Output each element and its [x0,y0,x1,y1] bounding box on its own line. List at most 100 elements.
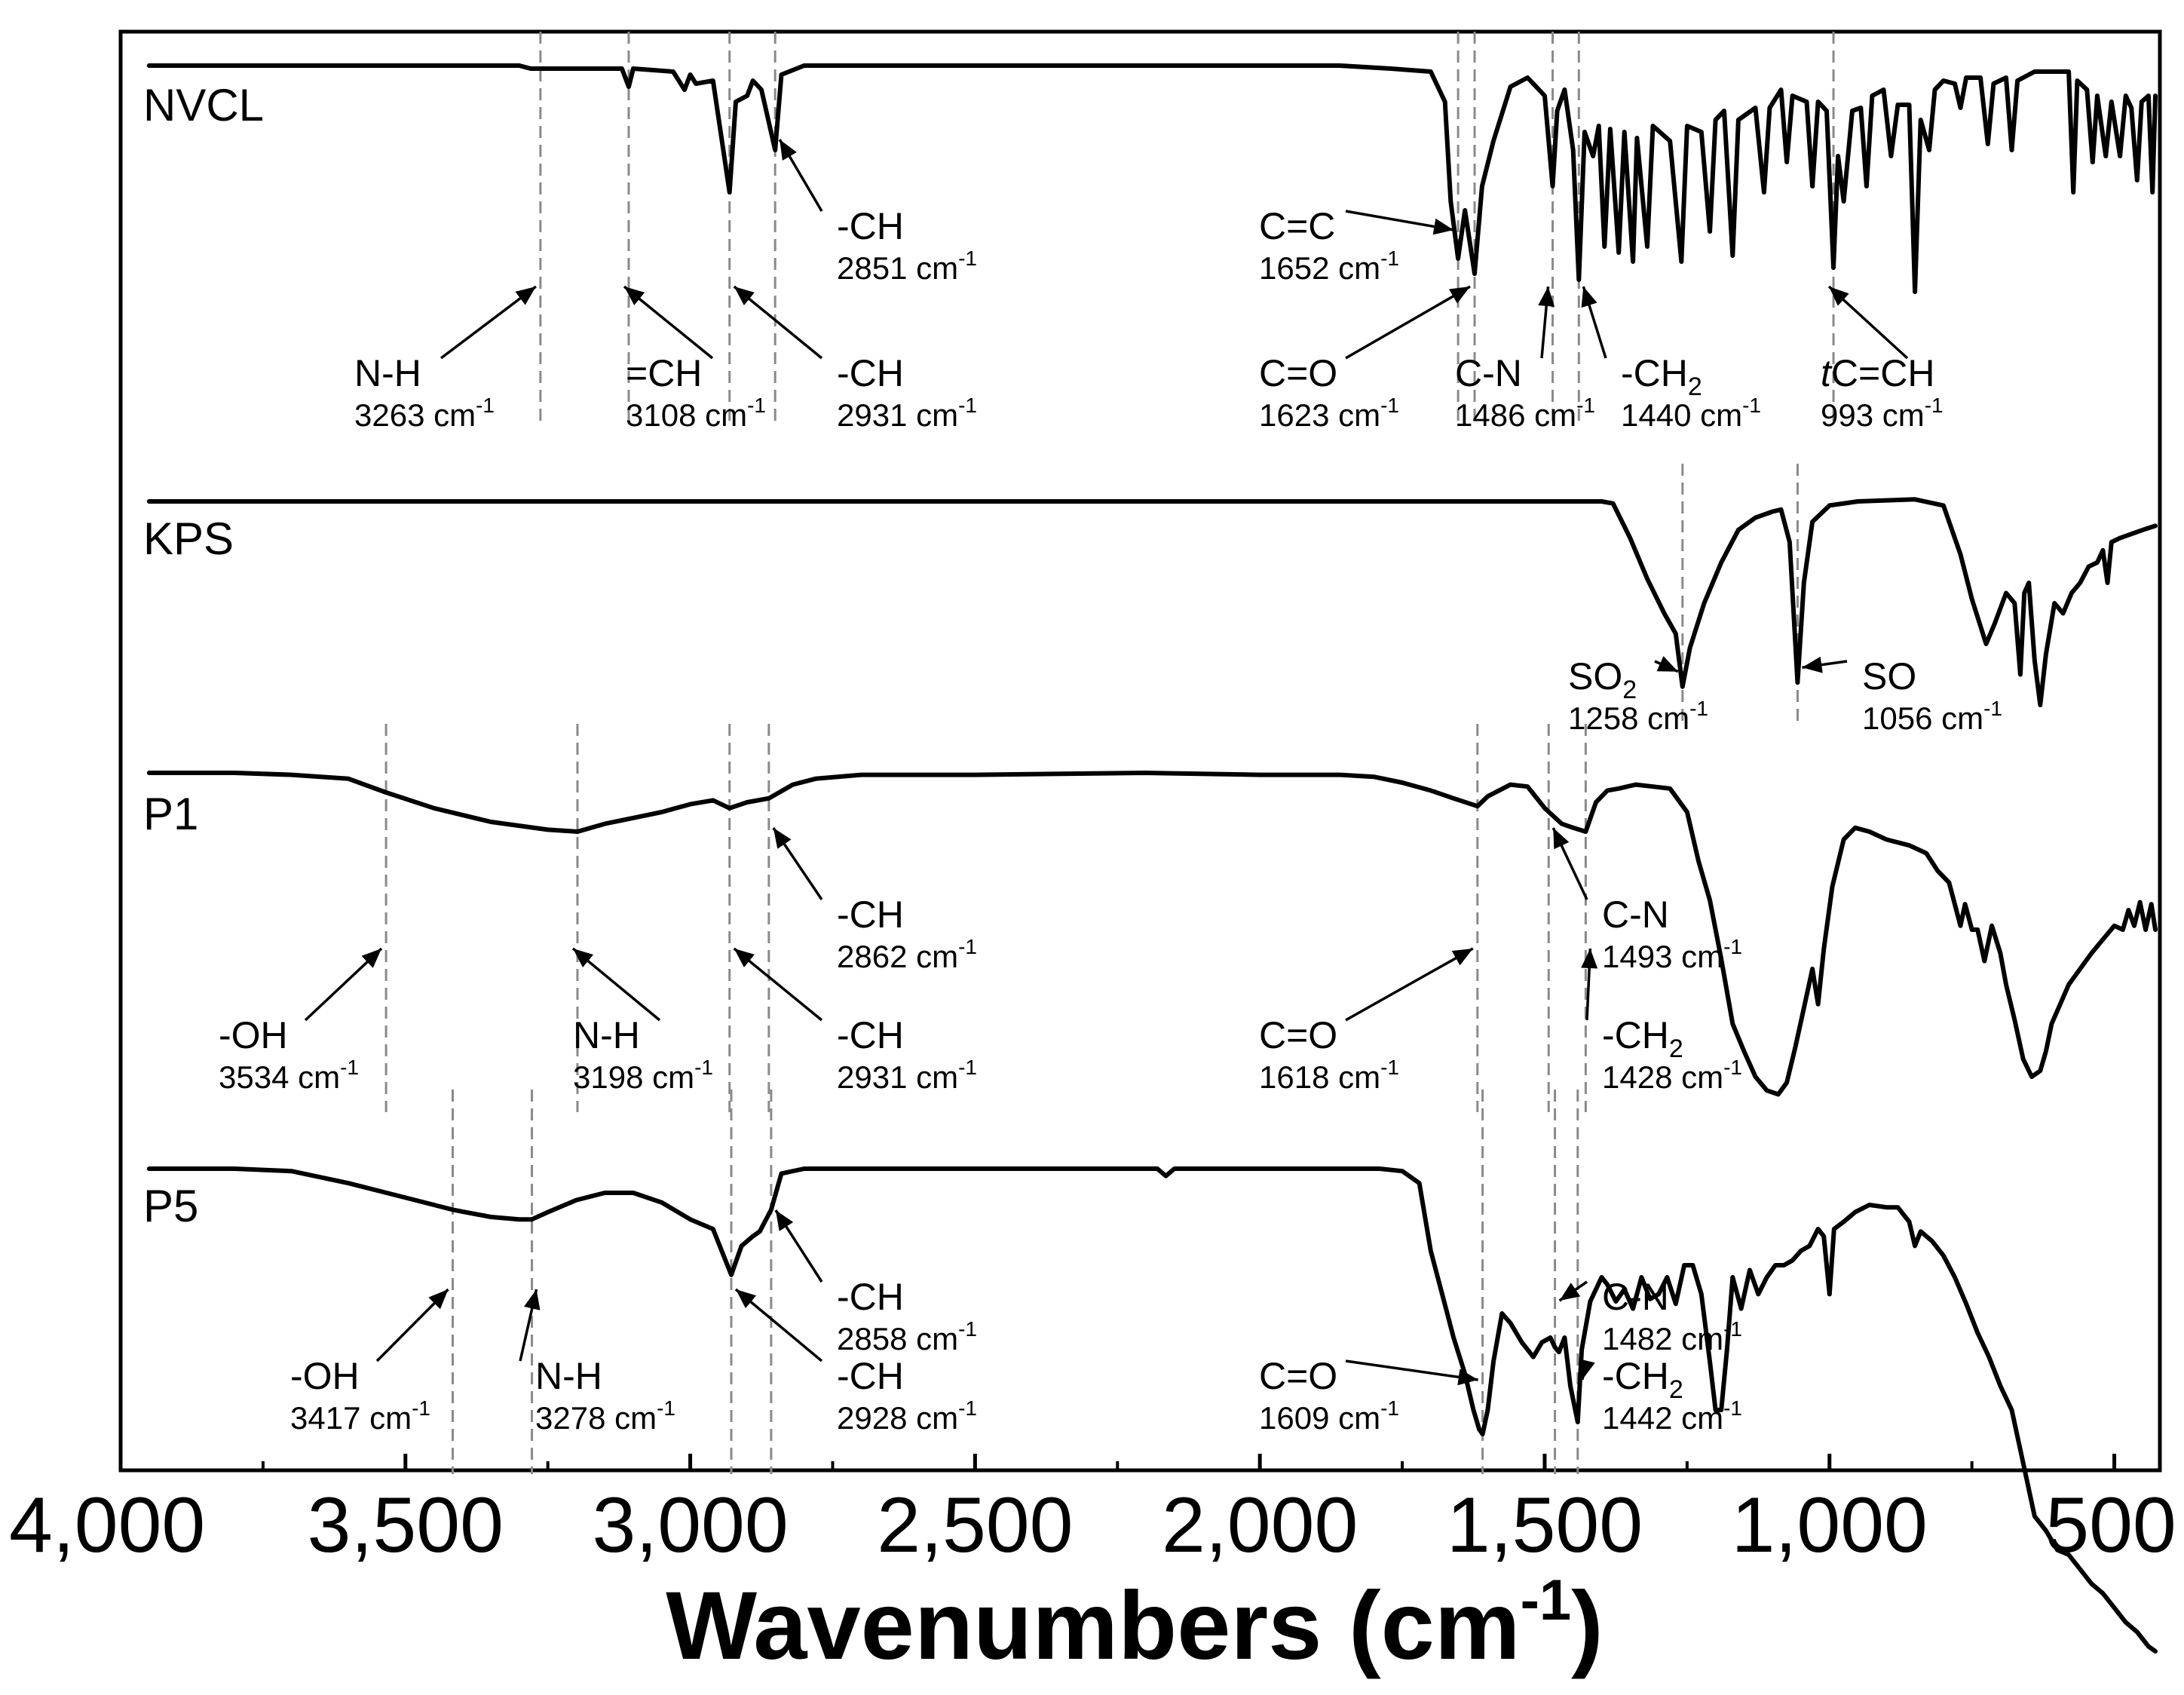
annot-nvcl-3263-arrow-head [515,287,536,305]
annot-nvcl-1623-arrow-head [1449,287,1471,304]
annot-p5-3278-label: N-H [535,1355,602,1397]
annot-nvcl-3263-value-main: 3263 cm [354,397,476,433]
x-tick-label-1000: 1,000 [1732,1482,1928,1569]
annot-nvcl-1440-value-exponent: -1 [1742,394,1761,417]
annot-nvcl-1623-label: C=O [1259,352,1337,394]
annot-p1-3198-arrow-head [572,949,594,968]
x-tick-label-3000: 3,000 [592,1482,788,1569]
annot-nvcl-1440-label-sub: 2 [1688,372,1702,401]
annot-nvcl-1486-label: C-N [1455,352,1522,394]
annot-p5-3417-value-main: 3417 cm [290,1400,412,1436]
annot-p1-3534-label-main: -OH [219,1014,288,1056]
annot-nvcl-1440-arrow-head [1581,287,1597,308]
annot-p5-1442-value-main: 1442 cm [1602,1400,1723,1436]
series-p1-label: P1 [143,789,198,839]
annot-nvcl-1486-arrow-head [1538,287,1555,307]
annot-nvcl-993-value-exponent: -1 [1925,394,1944,417]
annot-p5-2858-arrow-head [775,1210,794,1231]
annot-p5-1609-label-main: C=O [1259,1355,1337,1397]
annot-nvcl-3263-label-main: N-H [354,352,421,394]
annot-p1-1618-arrow-head [1451,949,1473,966]
annot-p1-2862-arrow-head [773,828,792,849]
annot-kps-1258-value-main: 1258 cm [1568,700,1689,736]
annot-p5-2858-value-exponent: -1 [958,1317,977,1341]
spectra: NVCL KPS P1 P5 [143,63,2158,1654]
annot-p5-1442-arrow-head [1579,1359,1595,1380]
annot-kps-1258-value: 1258 cm-1 [1568,697,1708,736]
annot-p1-3534-label: -OH [219,1014,288,1056]
annot-nvcl-1623-value-exponent: -1 [1380,394,1399,417]
annot-nvcl-1623-value: 1623 cm-1 [1259,394,1399,433]
annot-nvcl-2931-label-main: -CH [837,352,904,394]
annot-nvcl-1652-value-main: 1652 cm [1259,250,1380,286]
annot-nvcl-2931-value-main: 2931 cm [837,397,958,433]
annot-nvcl-2851-label-main: -CH [837,205,904,247]
annot-p1-1428-arrow-head [1581,949,1598,969]
annot-p5-1482-value-main: 1482 cm [1602,1321,1723,1356]
annot-nvcl-2931-value: 2931 cm-1 [837,394,977,433]
annot-p1-1618-value-main: 1618 cm [1259,1059,1380,1095]
annot-nvcl-1440-label: -CH2 [1621,352,1702,401]
annot-kps-1056-label: SO [1862,655,1916,697]
annot-p5-1609-value-exponent: -1 [1380,1396,1399,1420]
annot-p5-3417-value-exponent: -1 [412,1396,430,1420]
annot-p1-1493-value-main: 1493 cm [1602,939,1723,974]
annot-p5-3278-value: 3278 cm-1 [535,1396,675,1436]
annot-p5-2928-value-main: 2928 cm [837,1400,958,1436]
annot-p1-3534-arrow-head [361,949,382,968]
x-axis-title: Wavenumbers (cm-1) [666,1568,1604,1680]
annot-p1-1618-value: 1618 cm-1 [1259,1056,1399,1095]
annot-p1-2931-arrow-head [734,949,755,967]
annot-nvcl-1486-value: 1486 cm-1 [1455,394,1595,433]
annot-nvcl-2851-arrow-head [780,139,797,161]
annot-p5-3417-arrow-head [428,1289,449,1310]
annot-nvcl-1440-value-main: 1440 cm [1621,397,1742,433]
annot-p1-3198-value: 3198 cm-1 [573,1056,713,1095]
series-p5-label: P5 [143,1181,198,1231]
annot-p5-2928-arrow-head [735,1289,757,1309]
annot-p5-3278-value-exponent: -1 [657,1396,675,1420]
annot-p5-3278-label-main: N-H [535,1355,602,1397]
annot-nvcl-3263-label: N-H [354,352,421,394]
annot-p5-2928-label: -CH [837,1355,904,1397]
x-tick-label-1500: 1,500 [1447,1482,1643,1569]
annot-nvcl-2851-value-main: 2851 cm [837,250,958,286]
annot-nvcl-993-value-main: 993 cm [1821,397,1925,433]
x-tick-label-3500: 3,500 [308,1482,504,1569]
series-nvcl-line [146,63,2158,294]
annot-kps-1056-arrow-head [1802,656,1823,673]
annot-p1-3198-value-exponent: -1 [694,1056,713,1079]
annot-nvcl-993-arrow-head [1829,287,1849,306]
annot-nvcl-993-label-main: C=CH [1831,352,1935,394]
annot-nvcl-3108-value: 3108 cm-1 [626,394,766,433]
annot-nvcl-2931-label: -CH [837,352,904,394]
series-kps-line [146,497,2158,707]
annot-nvcl-1652-arrow-head [1432,218,1454,235]
annot-nvcl-1486-label-main: C-N [1455,352,1522,394]
annot-p1-3534-value-main: 3534 cm [219,1059,340,1095]
annot-p1-1618-value-exponent: -1 [1380,1056,1399,1079]
annot-p5-1609-value: 1609 cm-1 [1259,1396,1399,1436]
annot-nvcl-1652-label-main: C=C [1259,205,1335,247]
annot-nvcl-1623-label-main: C=O [1259,352,1337,394]
x-axis-title-exponent: -1 [1521,1568,1572,1632]
annot-nvcl-993-label-italic: t [1821,352,1833,394]
plot-frame [118,29,2162,1473]
annot-nvcl-1440-value: 1440 cm-1 [1621,394,1761,433]
annot-p5-1609-value-main: 1609 cm [1259,1400,1380,1436]
annot-p5-1442-label-sub: 2 [1669,1375,1683,1404]
annot-p1-1493-label-main: C-N [1602,893,1669,936]
annot-p5-3278-arrow-head [524,1289,541,1310]
annot-nvcl-993-value: 993 cm-1 [1821,394,1944,433]
annot-p1-1428-value-main: 1428 cm [1602,1059,1723,1095]
annot-nvcl-1652-label: C=C [1259,205,1335,247]
annot-nvcl-3108-arrow-head [623,287,645,305]
annot-p5-3417-value: 3417 cm-1 [290,1396,430,1436]
annot-p1-2862-value-exponent: -1 [958,935,977,958]
annot-p1-1618-label: C=O [1259,1014,1337,1056]
annot-nvcl-1486-value-exponent: -1 [1576,394,1595,417]
x-tick-label-2500: 2,500 [877,1482,1073,1569]
annot-kps-1258-label: SO2 [1568,655,1637,704]
annot-p5-2928-value: 2928 cm-1 [837,1396,977,1436]
annot-p1-2931-value-main: 2931 cm [837,1059,958,1095]
